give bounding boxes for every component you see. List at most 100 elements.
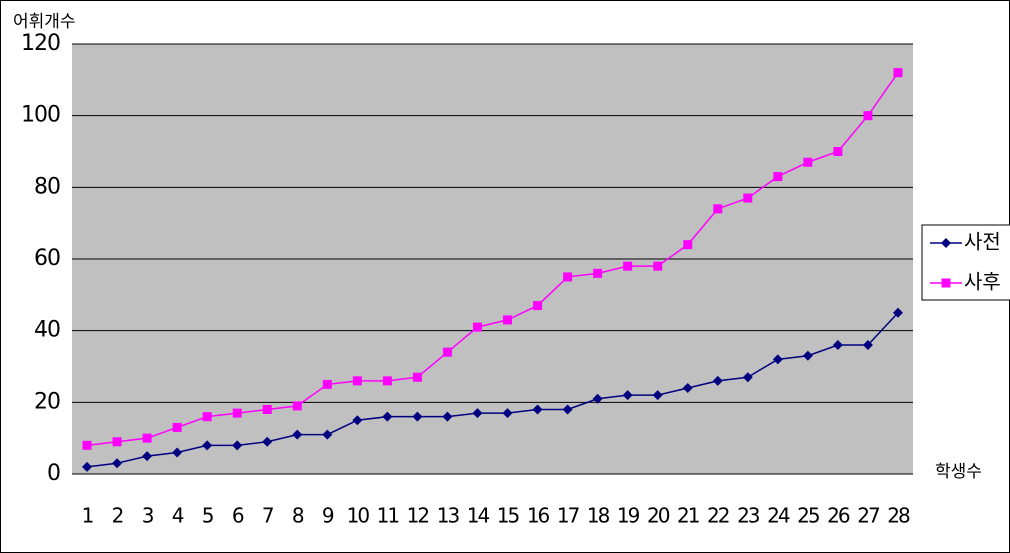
- point: [593, 268, 603, 278]
- x-tick-label: 7: [262, 504, 274, 528]
- point: [322, 379, 332, 389]
- x-tick-label: 2: [112, 504, 123, 528]
- y-tick-label: 40: [34, 318, 60, 343]
- point: [683, 240, 693, 250]
- legend-marker: [941, 238, 951, 248]
- point: [352, 415, 363, 426]
- legend-label: 사후: [964, 270, 1001, 294]
- x-tick-label: 9: [322, 504, 334, 528]
- point: [832, 340, 843, 350]
- x-tick-label: 23: [737, 504, 760, 528]
- y-tick-label: 80: [34, 174, 60, 199]
- point: [202, 440, 213, 451]
- legend-marker: [941, 278, 951, 288]
- point: [503, 315, 513, 325]
- x-tick-label: 6: [232, 504, 244, 528]
- x-tick-label: 5: [202, 504, 213, 528]
- legend: [921, 224, 1010, 301]
- point: [712, 375, 723, 386]
- series-line: [86, 312, 899, 468]
- y-axis-label: 어휘개수: [13, 12, 76, 32]
- point: [382, 376, 392, 386]
- x-tick-label: 1: [82, 504, 93, 528]
- point: [892, 307, 903, 318]
- x-tick-label: 15: [497, 504, 519, 528]
- point: [803, 157, 813, 167]
- x-tick-label: 20: [647, 504, 670, 528]
- x-tick-label: 21: [677, 504, 699, 528]
- point: [292, 401, 302, 411]
- point: [412, 372, 422, 382]
- point: [682, 383, 693, 393]
- series-line: [86, 72, 899, 447]
- point: [862, 340, 873, 350]
- x-tick-label: 8: [292, 504, 304, 528]
- point: [622, 390, 633, 401]
- point: [532, 404, 543, 415]
- x-tick-label: 18: [587, 504, 610, 528]
- point: [502, 408, 513, 419]
- point: [802, 350, 813, 361]
- x-tick-label: 10: [347, 504, 370, 528]
- point: [562, 404, 573, 415]
- x-tick-label: 17: [557, 504, 580, 528]
- point: [82, 440, 92, 450]
- x-tick-label: 16: [527, 504, 550, 528]
- point: [893, 68, 903, 78]
- point: [623, 261, 633, 271]
- x-tick-label: 11: [377, 504, 399, 528]
- point: [472, 408, 483, 419]
- y-tick-label: 20: [34, 389, 60, 414]
- point: [382, 411, 393, 422]
- point: [442, 347, 452, 357]
- point: [773, 172, 783, 182]
- point: [412, 411, 423, 422]
- point: [742, 372, 753, 383]
- x-tick-label: 27: [857, 504, 880, 528]
- y-tick-label: 60: [34, 246, 60, 271]
- point: [533, 301, 543, 311]
- point: [863, 111, 873, 121]
- point: [82, 461, 93, 472]
- point: [232, 440, 243, 451]
- point: [322, 429, 333, 440]
- x-tick-label: 22: [707, 504, 729, 528]
- y-tick-label: 100: [21, 103, 60, 128]
- x-tick-label: 12: [407, 504, 429, 528]
- x-tick-label: 14: [467, 504, 490, 528]
- point: [833, 147, 843, 156]
- point: [142, 451, 153, 462]
- x-tick-label: 26: [827, 504, 850, 528]
- x-tick-label: 19: [617, 504, 640, 528]
- x-tick-label: 4: [172, 504, 184, 528]
- x-tick-label: 28: [887, 504, 910, 528]
- point: [292, 429, 303, 440]
- point: [772, 354, 783, 365]
- point: [653, 261, 663, 271]
- y-tick-label: 0: [47, 461, 60, 486]
- point: [172, 447, 183, 458]
- point: [262, 405, 272, 414]
- point: [592, 393, 603, 404]
- point: [713, 204, 723, 214]
- x-tick-label: 25: [797, 504, 819, 528]
- x-axis-label: 학생수: [935, 462, 982, 482]
- point: [743, 193, 753, 203]
- point: [142, 433, 152, 443]
- y-tick-label: 120: [21, 31, 60, 56]
- point: [262, 436, 273, 447]
- point: [652, 390, 663, 401]
- point: [172, 422, 182, 432]
- point: [202, 412, 212, 422]
- point: [352, 376, 362, 386]
- point: [563, 272, 573, 282]
- legend-label: 사전: [964, 230, 1001, 254]
- x-tick-label: 24: [767, 504, 790, 528]
- x-tick-label: 13: [437, 504, 460, 528]
- x-tick-label: 3: [142, 504, 154, 528]
- point: [112, 437, 122, 447]
- point: [442, 411, 453, 422]
- point: [472, 322, 482, 332]
- point: [112, 458, 123, 469]
